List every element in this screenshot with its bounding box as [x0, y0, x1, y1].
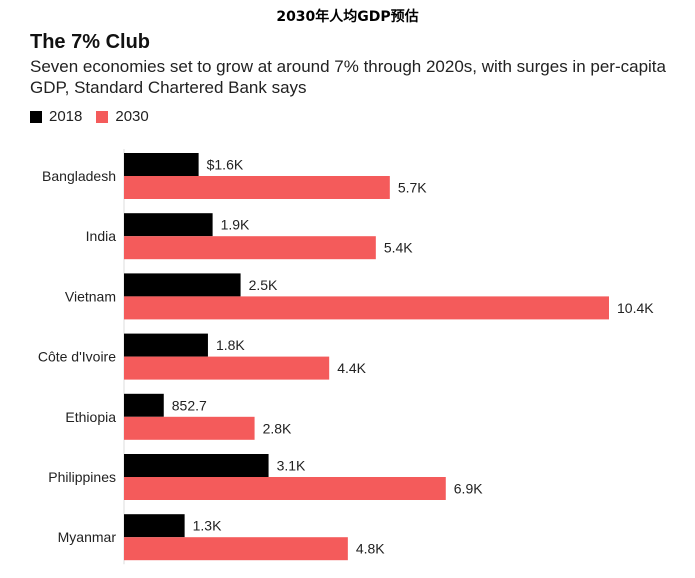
- bar-bangladesh-2030: [124, 176, 390, 199]
- bar-myanmar-2018: [124, 514, 185, 538]
- legend-item-2018: 2018: [30, 108, 82, 125]
- bar-vietnam-2030: [124, 296, 609, 320]
- value-label-bangladesh-2018: $1.6K: [207, 157, 244, 173]
- chart-title: The 7% Club: [30, 31, 151, 53]
- value-label-cote-d-ivoire-2018: 1.8K: [216, 337, 245, 353]
- value-label-ethiopia-2018: 852.7: [172, 397, 207, 413]
- category-label-ethiopia: Ethiopia: [65, 409, 116, 425]
- bar-philippines-2030: [124, 477, 446, 500]
- category-label-vietnam: Vietnam: [65, 288, 116, 304]
- value-label-myanmar-2030: 4.8K: [356, 541, 385, 557]
- bar-vietnam-2018: [124, 273, 241, 297]
- category-label-cote-d-ivoire: Côte d'Ivoire: [38, 349, 116, 365]
- legend-swatch-2030: [96, 110, 109, 123]
- bar-india-2030: [124, 236, 376, 260]
- category-label-myanmar: Myanmar: [58, 529, 117, 545]
- value-label-cote-d-ivoire-2030: 4.4K: [337, 360, 366, 376]
- category-label-bangladesh: Bangladesh: [42, 168, 116, 184]
- bar-bangladesh-2018: [124, 153, 199, 176]
- bar-ethiopia-2030: [124, 416, 255, 440]
- value-label-vietnam-2030: 10.4K: [617, 300, 654, 316]
- legend-label-2030: 2030: [115, 108, 149, 125]
- chart-subtitle: Seven economies set to grow at around 7%…: [30, 57, 666, 97]
- bar-ethiopia-2018: [124, 393, 164, 417]
- value-label-myanmar-2018: 1.3K: [193, 518, 222, 534]
- value-label-philippines-2018: 3.1K: [277, 458, 306, 474]
- bar-myanmar-2030: [124, 537, 348, 561]
- value-label-bangladesh-2030: 5.7K: [398, 180, 427, 196]
- value-label-india-2018: 1.9K: [221, 217, 250, 233]
- page-heading: 2030年人均GDP预估: [276, 9, 419, 25]
- bar-cote-d-ivoire-2030: [124, 356, 330, 380]
- value-label-ethiopia-2030: 2.8K: [263, 420, 292, 436]
- legend-swatch-2018: [30, 110, 42, 123]
- value-label-philippines-2030: 6.9K: [454, 481, 483, 497]
- bar-india-2018: [124, 213, 213, 237]
- legend-label-2018: 2018: [49, 108, 83, 125]
- category-label-india: India: [86, 228, 117, 244]
- legend-item-2030: 2030: [96, 108, 149, 125]
- chart-legend: 2018 2030: [30, 108, 163, 125]
- bar-philippines-2018: [124, 454, 269, 477]
- value-label-india-2030: 5.4K: [384, 240, 413, 256]
- value-label-vietnam-2018: 2.5K: [249, 277, 278, 293]
- bar-cote-d-ivoire-2018: [124, 333, 208, 357]
- category-label-philippines: Philippines: [48, 469, 116, 485]
